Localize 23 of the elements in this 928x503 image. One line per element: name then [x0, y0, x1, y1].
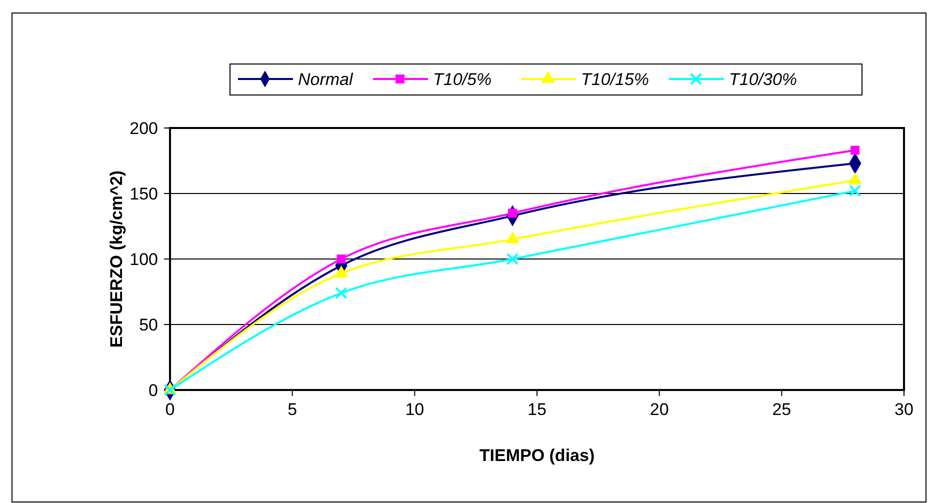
point: [850, 146, 860, 155]
legend-label: T10/5%: [433, 70, 492, 89]
x-tick-label: 30: [894, 400, 914, 419]
y-tick-label: 50: [139, 316, 158, 334]
point: [336, 254, 346, 264]
x-tick-label: 20: [650, 400, 669, 419]
point: [335, 286, 348, 300]
x-axis-title: TIEMPO (dias): [479, 446, 595, 465]
x-tick-label: 0: [165, 400, 175, 419]
y-tick-label: 0: [148, 381, 158, 400]
y-axis-title: ESFUERZO (kg/cm^2): [107, 170, 126, 348]
y-tick-label: 200: [130, 119, 158, 138]
y-tick-label: 150: [130, 184, 158, 204]
x-tick-label: 15: [528, 400, 546, 419]
point: [506, 252, 519, 266]
legend-label: T10/15%: [581, 70, 650, 89]
x-tick-label: 10: [405, 400, 424, 419]
x-tick-label: 25: [772, 400, 792, 419]
y-tick-label: 100: [130, 250, 158, 269]
legend-label: T10/30%: [729, 70, 798, 89]
x-tick-label: 5: [288, 400, 298, 419]
legend-label: Normal: [298, 70, 354, 89]
point: [848, 184, 862, 197]
